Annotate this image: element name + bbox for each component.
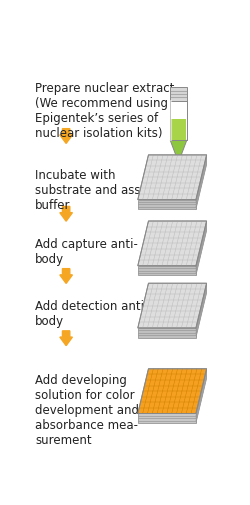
Polygon shape (138, 283, 206, 328)
Polygon shape (170, 140, 187, 158)
Polygon shape (171, 119, 186, 140)
FancyArrow shape (60, 207, 72, 221)
FancyArrow shape (60, 269, 72, 283)
Polygon shape (138, 155, 206, 199)
Polygon shape (196, 283, 206, 338)
FancyArrow shape (60, 129, 72, 143)
Text: Prepare nuclear extract
(We recommend using
Epigentek’s series of
nuclear isolat: Prepare nuclear extract (We recommend us… (35, 82, 174, 140)
Polygon shape (170, 102, 187, 140)
Polygon shape (196, 369, 206, 423)
Polygon shape (138, 414, 196, 423)
Text: Incubate with
substrate and assay
buffer: Incubate with substrate and assay buffer (35, 170, 155, 213)
Polygon shape (196, 155, 206, 210)
Polygon shape (170, 87, 187, 102)
Polygon shape (138, 369, 206, 414)
Polygon shape (196, 221, 206, 275)
Polygon shape (138, 221, 206, 266)
Polygon shape (138, 266, 196, 275)
Polygon shape (138, 328, 196, 338)
Text: Add developing
solution for color
development and
absorbance mea-
surement: Add developing solution for color develo… (35, 374, 139, 446)
Polygon shape (138, 199, 196, 210)
Text: Add detection anti-
body: Add detection anti- body (35, 300, 148, 328)
FancyArrow shape (60, 331, 72, 345)
Text: Add capture anti-
body: Add capture anti- body (35, 237, 138, 266)
